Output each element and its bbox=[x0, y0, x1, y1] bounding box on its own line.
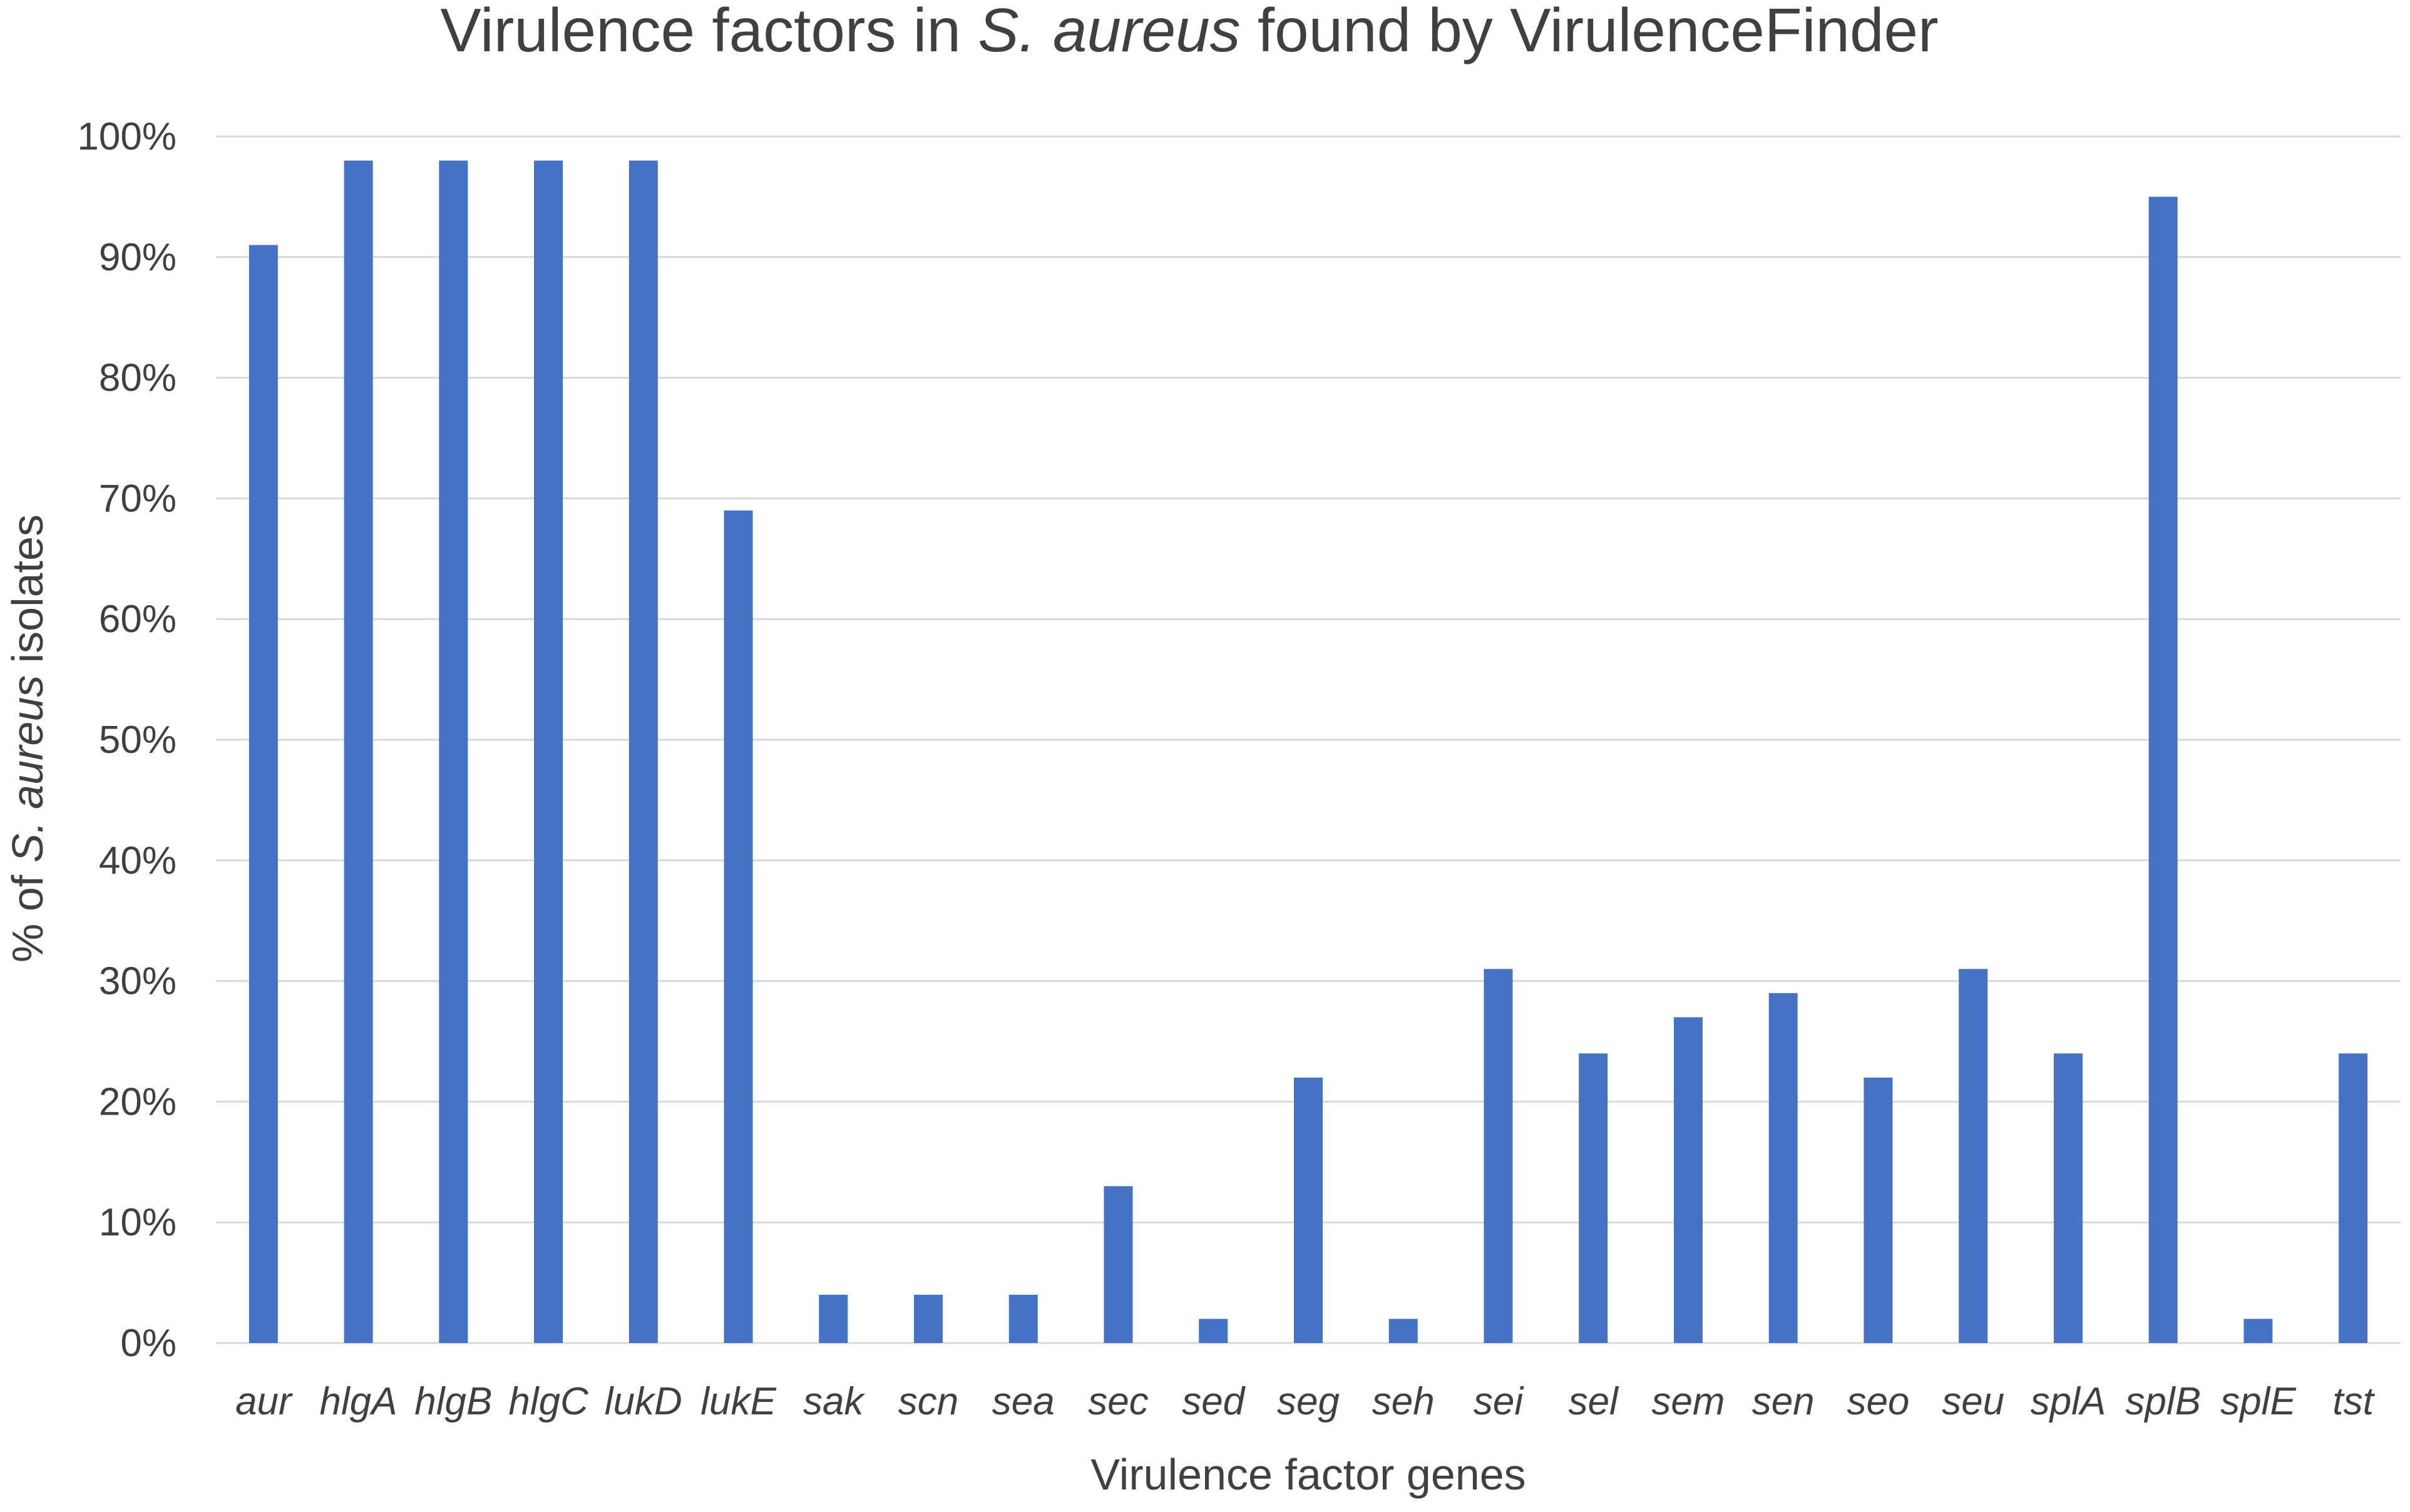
x-tick-label-hlgC: hlgC bbox=[508, 1380, 589, 1423]
x-tick-label-sed: sed bbox=[1182, 1380, 1246, 1423]
bar-hlgB bbox=[439, 160, 468, 1343]
x-tick-label-splE: splE bbox=[2220, 1380, 2296, 1423]
bar-seg bbox=[1294, 1077, 1323, 1343]
y-tick-label: 40% bbox=[99, 839, 177, 882]
y-tick-label: 70% bbox=[99, 477, 177, 520]
bar-sed bbox=[1199, 1319, 1228, 1343]
y-axis-tick-labels: 0% 10% 20% 30% 40% 50% 60% 70% 80% 90% 100% bbox=[77, 115, 177, 1365]
bar-sak bbox=[819, 1294, 848, 1343]
bar-sei bbox=[1484, 969, 1513, 1343]
x-tick-label-scn: scn bbox=[898, 1380, 958, 1423]
x-tick-label-sen: sen bbox=[1752, 1380, 1815, 1423]
bar-sel bbox=[1579, 1053, 1608, 1343]
y-axis-title: % of S. aureus isolates bbox=[3, 514, 52, 963]
bar-aur bbox=[249, 245, 278, 1343]
x-tick-label-sea: sea bbox=[992, 1380, 1055, 1423]
x-axis-category-labels: aur hlgA hlgB hlgC lukD lukE sak scn sea sec sed se… bbox=[235, 1380, 2376, 1423]
x-tick-label-splB: splB bbox=[2125, 1380, 2201, 1423]
bars bbox=[249, 160, 2368, 1344]
x-tick-label-splA: splA bbox=[2031, 1380, 2106, 1423]
y-tick-label: 60% bbox=[99, 598, 177, 641]
bar-lukE bbox=[724, 510, 753, 1344]
x-tick-label-seo: seo bbox=[1847, 1380, 1909, 1423]
x-tick-label-aur: aur bbox=[235, 1380, 293, 1423]
bar-splE bbox=[2243, 1319, 2273, 1343]
bar-seo bbox=[1864, 1077, 1893, 1343]
bar-scn bbox=[914, 1294, 943, 1343]
x-tick-label-hlgA: hlgA bbox=[320, 1380, 397, 1423]
y-tick-label: 100% bbox=[77, 115, 177, 158]
y-tick-label: 0% bbox=[120, 1322, 177, 1365]
bar-tst bbox=[2339, 1053, 2368, 1343]
x-tick-label-sec: sec bbox=[1088, 1380, 1148, 1423]
x-tick-label-sei: sei bbox=[1474, 1380, 1524, 1423]
chart-title-italic: S. aureus bbox=[978, 0, 1240, 64]
x-axis-title: Virulence factor genes bbox=[1090, 1450, 1525, 1499]
y-tick-label: 30% bbox=[99, 960, 177, 1003]
y-axis-title-italic: S. aureus bbox=[3, 675, 52, 863]
y-tick-label: 80% bbox=[99, 357, 177, 400]
bar-seh bbox=[1388, 1319, 1418, 1343]
y-tick-label: 90% bbox=[99, 236, 177, 279]
y-axis-title-prefix: % of bbox=[3, 862, 52, 963]
y-axis-title-suffix: isolates bbox=[3, 514, 52, 675]
bar-sea bbox=[1008, 1294, 1038, 1343]
chart-title-prefix: Virulence factors in bbox=[440, 0, 978, 64]
bar-lukD bbox=[628, 160, 658, 1343]
x-tick-label-sak: sak bbox=[803, 1380, 865, 1423]
x-tick-label-lukE: lukE bbox=[700, 1380, 776, 1423]
y-tick-label: 10% bbox=[99, 1201, 177, 1244]
x-tick-label-tst: tst bbox=[2332, 1380, 2375, 1423]
x-tick-label-hlgB: hlgB bbox=[414, 1380, 492, 1423]
x-tick-label-seg: seg bbox=[1277, 1380, 1340, 1423]
bar-hlgA bbox=[344, 160, 373, 1343]
chart-title-suffix: found by VirulenceFinder bbox=[1241, 0, 1939, 64]
y-tick-label: 20% bbox=[99, 1080, 177, 1123]
bar-sec bbox=[1104, 1186, 1133, 1343]
x-tick-label-lukD: lukD bbox=[605, 1380, 682, 1423]
gridlines bbox=[216, 135, 2401, 1344]
x-tick-label-sel: sel bbox=[1569, 1380, 1619, 1423]
bar-sen bbox=[1768, 993, 1798, 1343]
bar-seu bbox=[1959, 969, 1988, 1343]
y-tick-label: 50% bbox=[99, 718, 177, 762]
x-tick-label-seu: seu bbox=[1942, 1380, 2004, 1423]
chart-title: Virulence factors in S. aureus found by … bbox=[440, 0, 1938, 64]
bar-splB bbox=[2148, 197, 2178, 1343]
x-tick-label-sem: sem bbox=[1651, 1380, 1725, 1423]
bar-sem bbox=[1673, 1017, 1703, 1343]
bar-splA bbox=[2053, 1053, 2083, 1343]
bar-hlgC bbox=[534, 160, 563, 1343]
x-tick-label-seh: seh bbox=[1372, 1380, 1435, 1423]
